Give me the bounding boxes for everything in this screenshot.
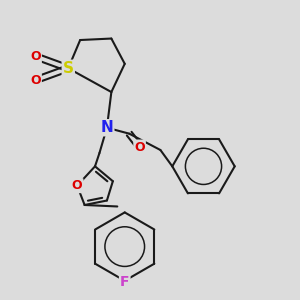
Text: O: O [30, 50, 41, 63]
Text: F: F [120, 275, 130, 289]
Text: N: N [100, 120, 113, 135]
Text: S: S [63, 61, 74, 76]
Text: O: O [134, 140, 145, 154]
Text: O: O [30, 74, 41, 87]
Text: O: O [72, 179, 83, 192]
